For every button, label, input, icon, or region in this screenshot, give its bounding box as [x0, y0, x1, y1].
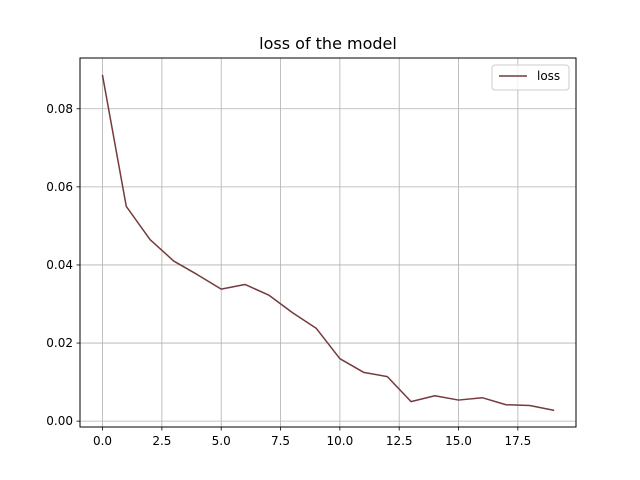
series-line-loss: [101, 74, 555, 412]
x-tick-label: 5.0: [212, 434, 231, 448]
chart-title: loss of the model: [259, 34, 397, 53]
plot-frame: [79, 57, 577, 428]
legend-box: [491, 64, 570, 91]
x-tick-label: 0.0: [93, 434, 112, 448]
y-tick-label: 0.04: [46, 258, 73, 272]
y-tick-label: 0.06: [46, 180, 73, 194]
legend-label-loss: loss: [537, 69, 560, 83]
x-tick-label: 10.0: [327, 434, 354, 448]
tick-layer: 0.0 2.5 5.0 7.5 10.0 12.5 15.0 17.5 0.00 0.02 0.04…: [46, 102, 531, 448]
y-tick-label: 0.00: [46, 414, 73, 428]
series-layer: [101, 74, 555, 412]
y-tick-label: 0.08: [46, 102, 73, 116]
x-tick-label: 17.5: [504, 434, 531, 448]
x-tick-label: 12.5: [386, 434, 413, 448]
grid-layer: [80, 58, 576, 427]
y-tick-label: 0.02: [46, 336, 73, 350]
x-tick-label: 2.5: [152, 434, 171, 448]
x-tick-label: 15.0: [445, 434, 472, 448]
x-tick-label: 7.5: [271, 434, 290, 448]
legend: loss: [491, 64, 570, 91]
